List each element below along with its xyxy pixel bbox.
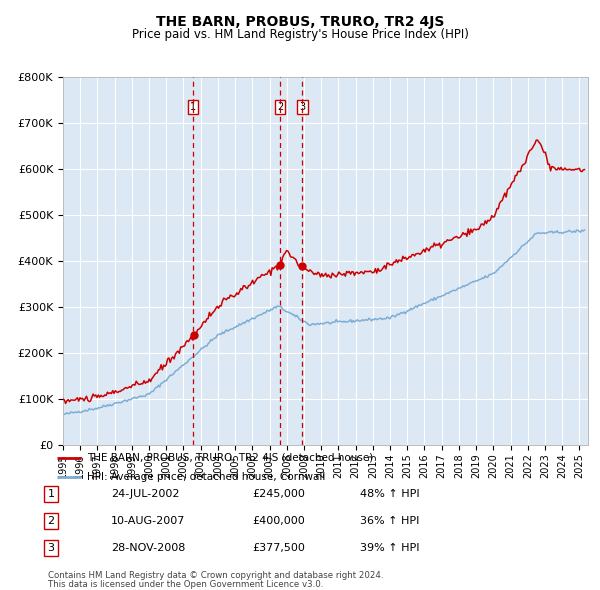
Text: Price paid vs. HM Land Registry's House Price Index (HPI): Price paid vs. HM Land Registry's House … — [131, 28, 469, 41]
Text: 2: 2 — [47, 516, 55, 526]
Text: THE BARN, PROBUS, TRURO, TR2 4JS: THE BARN, PROBUS, TRURO, TR2 4JS — [156, 15, 444, 29]
Text: 48% ↑ HPI: 48% ↑ HPI — [360, 489, 419, 499]
Text: This data is licensed under the Open Government Licence v3.0.: This data is licensed under the Open Gov… — [48, 579, 323, 589]
Text: 10-AUG-2007: 10-AUG-2007 — [111, 516, 185, 526]
Text: Contains HM Land Registry data © Crown copyright and database right 2024.: Contains HM Land Registry data © Crown c… — [48, 571, 383, 580]
Text: £400,000: £400,000 — [252, 516, 305, 526]
Text: 2: 2 — [277, 101, 283, 112]
Text: 3: 3 — [299, 101, 305, 112]
Text: £245,000: £245,000 — [252, 489, 305, 499]
Text: THE BARN, PROBUS, TRURO, TR2 4JS (detached house): THE BARN, PROBUS, TRURO, TR2 4JS (detach… — [87, 453, 373, 463]
Text: HPI: Average price, detached house, Cornwall: HPI: Average price, detached house, Corn… — [87, 473, 325, 483]
Text: 1: 1 — [190, 101, 196, 112]
Text: 28-NOV-2008: 28-NOV-2008 — [111, 543, 185, 553]
Text: 39% ↑ HPI: 39% ↑ HPI — [360, 543, 419, 553]
Text: 1: 1 — [47, 489, 55, 499]
Text: 24-JUL-2002: 24-JUL-2002 — [111, 489, 179, 499]
Text: 3: 3 — [47, 543, 55, 553]
Text: £377,500: £377,500 — [252, 543, 305, 553]
Text: 36% ↑ HPI: 36% ↑ HPI — [360, 516, 419, 526]
